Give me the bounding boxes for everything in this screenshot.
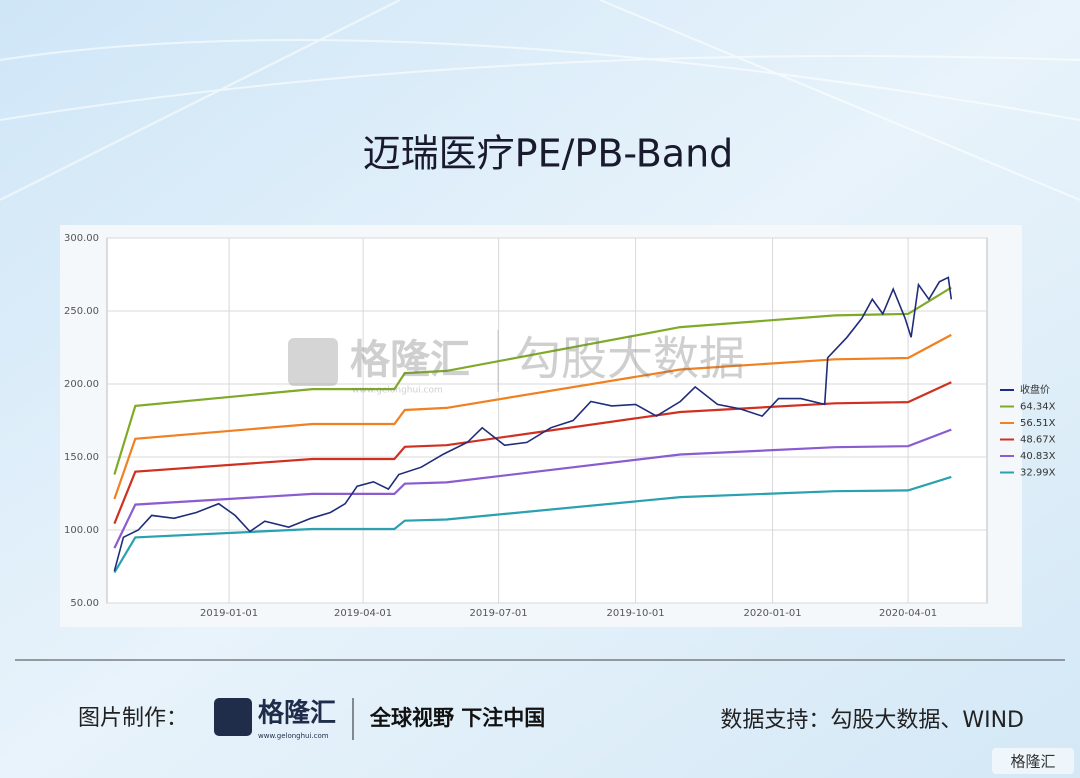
footer-logo-url: www.gelonghui.com [258, 732, 329, 740]
y-tick-label: 100.00 [64, 525, 99, 536]
series-line [113, 286, 952, 475]
y-tick-label: 200.00 [64, 379, 99, 390]
watermark-url: www.gelonghui.com [352, 386, 443, 396]
footer-slogan: 全球视野 下注中国 [369, 706, 545, 730]
series-line [113, 276, 953, 572]
chart-title: 迈瑞医疗PE/PB-Band [363, 132, 734, 176]
watermark-text: 勾股大数据 [515, 332, 745, 386]
decoration [0, 0, 1080, 201]
footer-label: 图片制作： [78, 706, 188, 731]
legend-label: 56.51X [1020, 418, 1056, 429]
watermark-logo [288, 338, 338, 386]
series-line [113, 381, 952, 525]
x-tick-label: 2019-04-01 [334, 608, 392, 619]
badge [992, 748, 1074, 774]
series-line [113, 333, 952, 500]
footer-source: 数据支持：勾股大数据、WIND [720, 708, 1024, 733]
x-tick-label: 2019-07-01 [470, 608, 528, 619]
legend-label: 40.83X [1020, 451, 1056, 462]
legend-label: 64.34X [1020, 402, 1056, 413]
x-tick-label: 2019-10-01 [607, 608, 665, 619]
x-tick-label: 2020-01-01 [744, 608, 802, 619]
plot-area [106, 237, 988, 604]
series-line [113, 475, 952, 574]
legend-label: 收盘价 [1020, 383, 1050, 396]
y-tick-label: 300.00 [64, 233, 99, 244]
y-tick-label: 50.00 [70, 598, 99, 609]
series-line [113, 428, 952, 549]
y-tick-label: 250.00 [64, 306, 99, 317]
legend-label: 32.99X [1020, 468, 1056, 479]
legend-label: 48.67X [1020, 435, 1056, 446]
footer-logo-icon [214, 698, 252, 736]
x-tick-label: 2020-04-01 [879, 608, 937, 619]
footer-logo: 格隆汇 [258, 698, 336, 729]
y-tick-label: 150.00 [64, 452, 99, 463]
watermark-text: 格隆汇 [350, 337, 470, 383]
watermark: 格隆汇 www.gelonghui.com 勾股大数据 [288, 330, 745, 396]
x-tick-label: 2019-01-01 [200, 608, 258, 619]
badge-text: 格隆汇 [1010, 753, 1055, 771]
